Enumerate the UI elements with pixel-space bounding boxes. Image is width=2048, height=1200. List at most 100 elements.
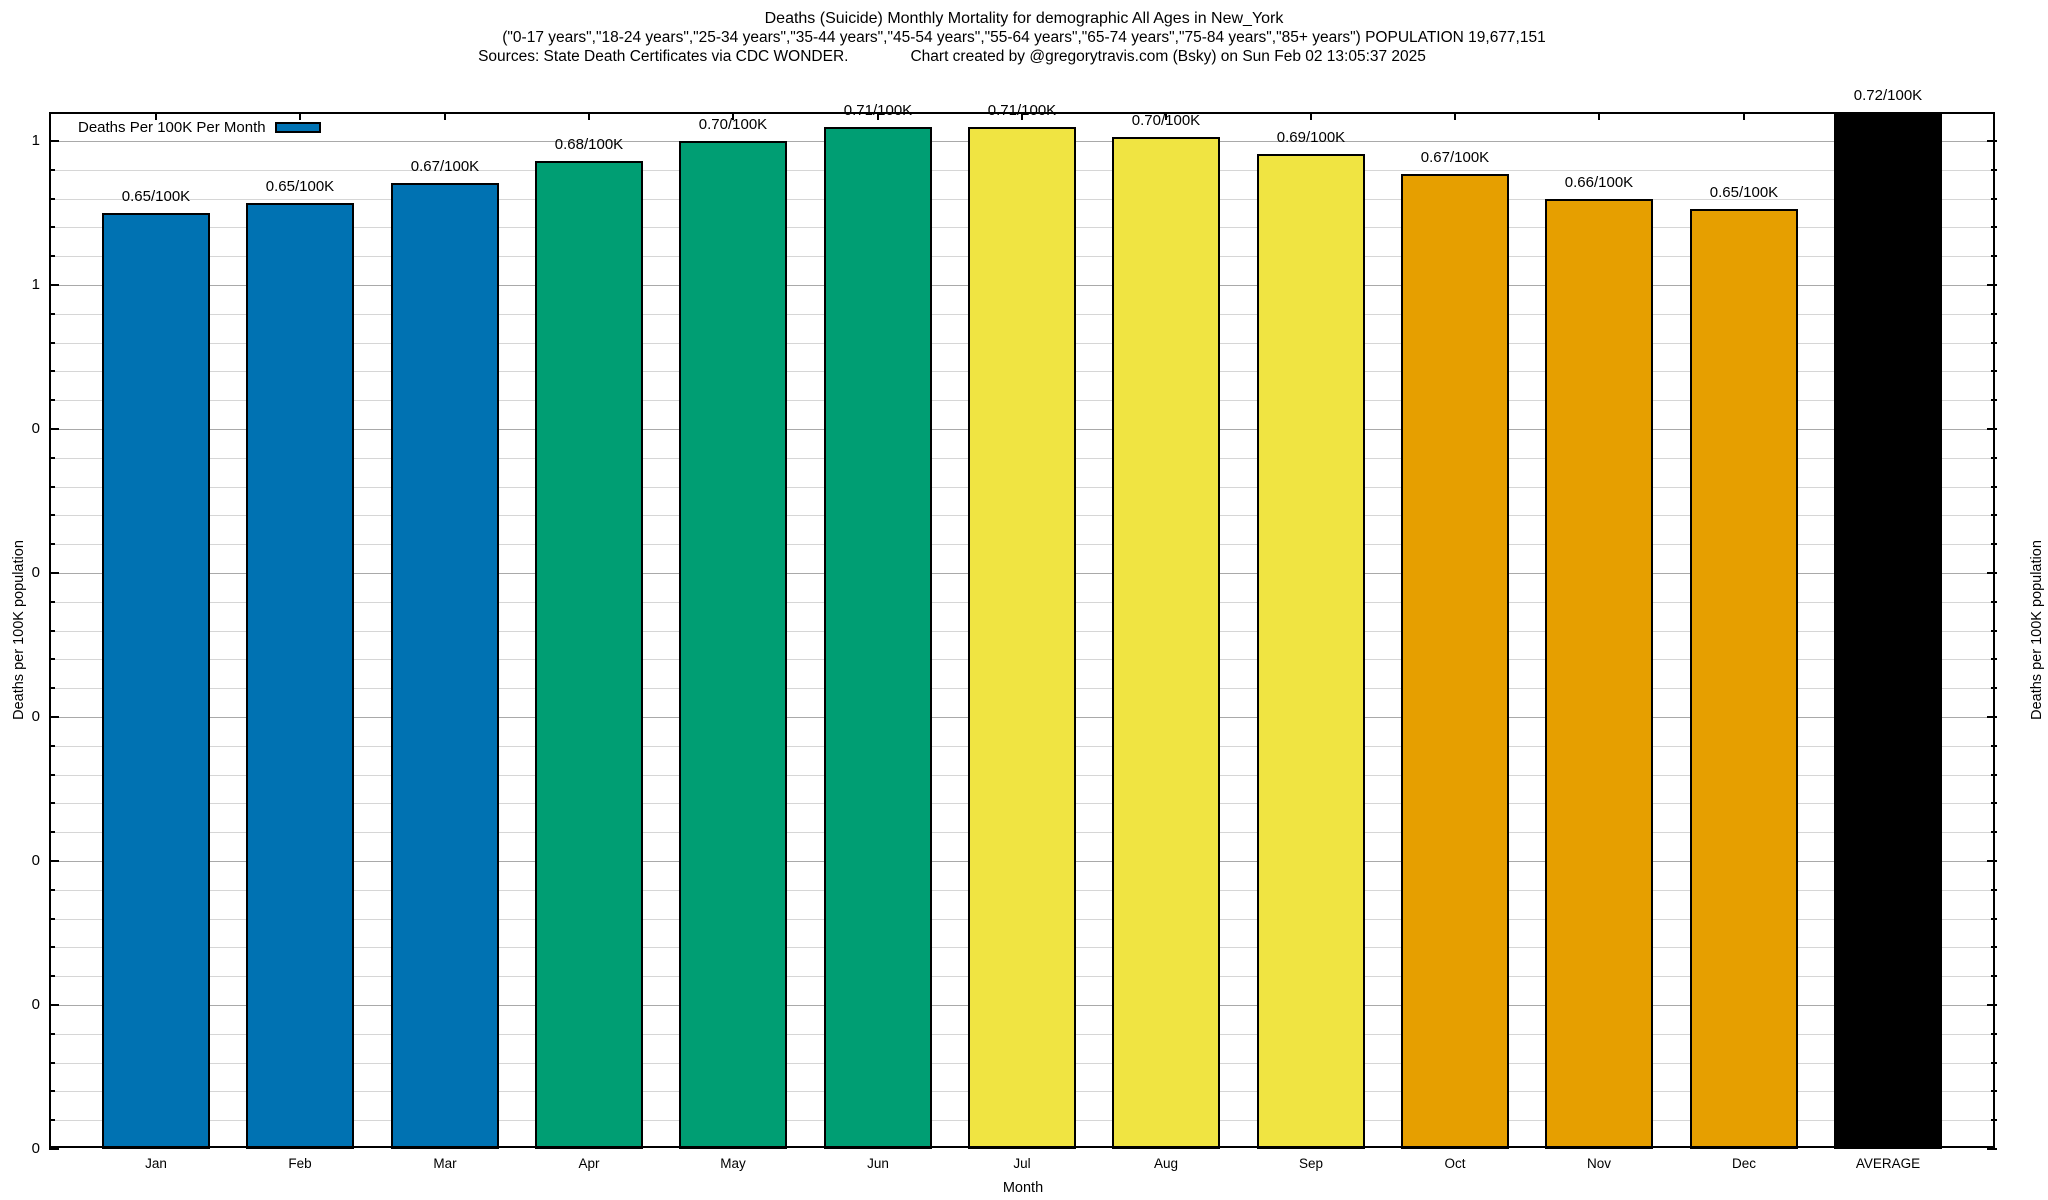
bar-value-label: 0.68/100K <box>554 136 624 153</box>
y-tick-left-minor <box>49 226 55 228</box>
y-tick-right-minor <box>1991 514 1997 516</box>
bar-value-label: 0.67/100K <box>1420 149 1490 166</box>
x-tick-top <box>1454 112 1456 120</box>
x-tick-top <box>732 112 734 120</box>
y-tick-left-minor <box>49 774 55 776</box>
y-tick-right-minor <box>1991 543 1997 545</box>
y-axis-label-right: Deaths per 100K population <box>2029 540 2045 720</box>
x-category-label: Nov <box>1586 1156 1611 1171</box>
y-tick-right-minor <box>1991 946 1997 948</box>
x-category-label: Dec <box>1731 1156 1756 1171</box>
chart-title: Deaths (Suicide) Monthly Mortality for d… <box>764 10 1284 27</box>
y-tick-left-minor <box>49 486 55 488</box>
bar-value-label: 0.67/100K <box>410 158 480 175</box>
y-tick-left-minor <box>49 1033 55 1035</box>
y-tick-right-minor <box>1991 975 1997 977</box>
y-tick-left-minor <box>49 889 55 891</box>
y-tick-left-major <box>49 140 59 142</box>
chart-subtitle-demographics: ("0-17 years","18-24 years","25-34 years… <box>502 29 1546 46</box>
y-tick-label: 0 <box>31 996 40 1013</box>
y-tick-left-major <box>49 572 59 574</box>
y-tick-label: 0 <box>31 708 40 725</box>
y-tick-right-minor <box>1991 1090 1997 1092</box>
y-tick-left-minor <box>49 745 55 747</box>
y-tick-right-minor <box>1991 486 1997 488</box>
legend-swatch <box>274 121 321 133</box>
y-tick-left-minor <box>49 658 55 660</box>
y-tick-right-minor <box>1991 342 1997 344</box>
y-tick-right-major <box>1987 1004 1997 1006</box>
y-tick-left-minor <box>49 802 55 804</box>
y-tick-right-major <box>1987 572 1997 574</box>
x-tick-top <box>155 112 157 120</box>
bar-may <box>679 141 787 1149</box>
bar-mar <box>391 183 499 1149</box>
y-tick-left-minor <box>49 169 55 171</box>
y-tick-left-minor <box>49 342 55 344</box>
y-tick-right-minor <box>1991 255 1997 257</box>
x-category-label: Mar <box>433 1156 457 1171</box>
y-tick-right-major <box>1987 140 1997 142</box>
bar-value-label: 0.71/100K <box>843 102 913 119</box>
x-category-label: Jun <box>867 1156 889 1171</box>
y-tick-right-minor <box>1991 831 1997 833</box>
y-tick-left-major <box>49 716 59 718</box>
x-category-label: Sep <box>1298 1156 1324 1171</box>
y-tick-right-major <box>1987 716 1997 718</box>
bar-value-label: 0.70/100K <box>698 116 768 133</box>
y-tick-left-major <box>49 284 59 286</box>
y-tick-left-major <box>49 860 59 862</box>
y-tick-right-minor <box>1991 370 1997 372</box>
x-tick-top <box>1165 112 1167 120</box>
x-category-label: Jan <box>145 1156 167 1171</box>
x-tick-top <box>1887 112 1889 120</box>
y-tick-right-minor <box>1991 774 1997 776</box>
credit-note: Chart created by @gregorytravis.com (Bsk… <box>910 48 1426 65</box>
y-tick-right-minor <box>1991 745 1997 747</box>
bar-value-label: 0.65/100K <box>1709 184 1779 201</box>
x-tick-top <box>588 112 590 120</box>
bar-value-label: 0.71/100K <box>987 102 1057 119</box>
y-tick-label: 1 <box>31 276 40 293</box>
y-tick-label: 0 <box>31 1140 40 1157</box>
y-tick-left-minor <box>49 514 55 516</box>
x-tick-top <box>1598 112 1600 120</box>
legend-label: Deaths Per 100K Per Month <box>78 118 266 136</box>
y-tick-left-major <box>49 1148 59 1150</box>
bar-aug <box>1112 137 1220 1149</box>
bar-average <box>1834 112 1942 1149</box>
x-tick-top <box>299 112 301 120</box>
x-tick-top <box>1310 112 1312 120</box>
y-tick-right-minor <box>1991 169 1997 171</box>
y-tick-left-minor <box>49 1062 55 1064</box>
y-tick-right-major <box>1987 428 1997 430</box>
y-tick-right-minor <box>1991 313 1997 315</box>
x-tick-top <box>1021 112 1023 120</box>
bar-feb <box>246 203 354 1149</box>
y-tick-left-minor <box>49 630 55 632</box>
y-tick-left-minor <box>49 1119 55 1121</box>
bar-value-label: 0.65/100K <box>121 188 191 205</box>
y-tick-left-minor <box>49 370 55 372</box>
bar-value-label: 0.70/100K <box>1131 112 1201 129</box>
bar-nov <box>1545 199 1653 1149</box>
bar-sep <box>1257 154 1365 1149</box>
y-tick-left-minor <box>49 946 55 948</box>
bar-jan <box>102 213 210 1149</box>
y-tick-left-minor <box>49 601 55 603</box>
y-tick-right-minor <box>1991 1062 1997 1064</box>
y-tick-right-major <box>1987 1148 1997 1150</box>
y-tick-left-major <box>49 428 59 430</box>
y-tick-label: 0 <box>31 564 40 581</box>
x-category-label: May <box>720 1156 746 1171</box>
bar-apr <box>535 161 643 1149</box>
y-tick-left-minor <box>49 831 55 833</box>
y-tick-left-minor <box>49 1090 55 1092</box>
y-tick-right-minor <box>1991 226 1997 228</box>
x-category-label: AVERAGE <box>1855 1156 1921 1171</box>
y-tick-left-minor <box>49 918 55 920</box>
x-tick-top <box>1743 112 1745 120</box>
